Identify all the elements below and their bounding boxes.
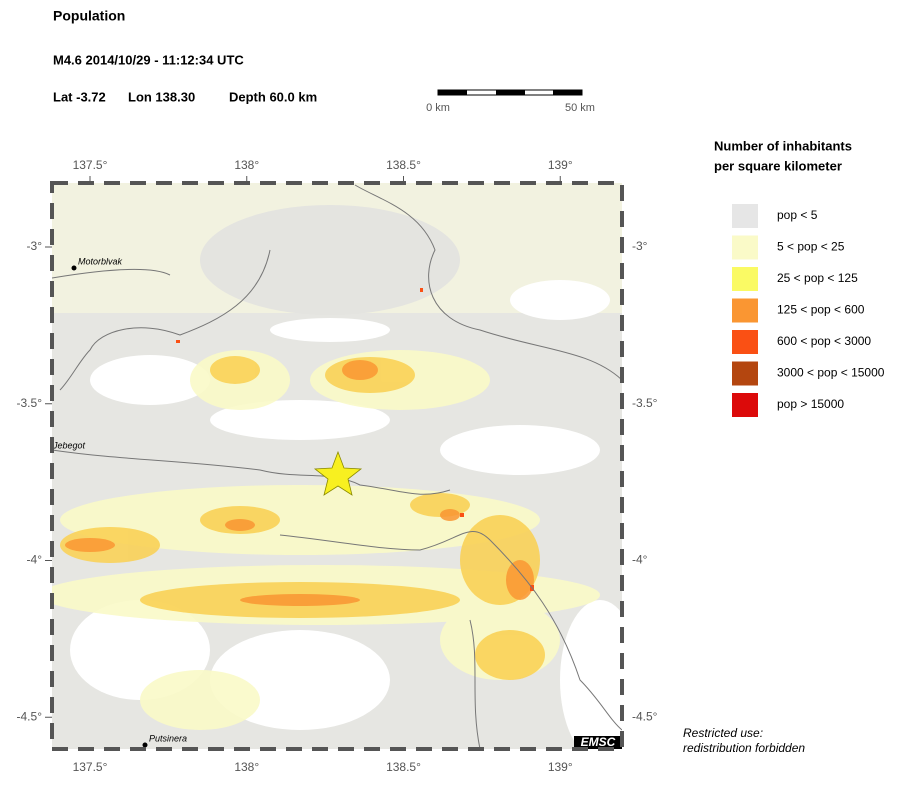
lat: Lat -3.72 (53, 89, 106, 104)
lat-label: -3.5° (17, 396, 43, 410)
lon-label: 138° (234, 158, 259, 172)
legend-swatch (732, 361, 758, 386)
credit: EMSC (581, 735, 616, 749)
legend-swatch (732, 298, 758, 323)
lat-label: -3° (632, 239, 648, 253)
legend-title: Number of inhabitants (714, 138, 852, 153)
legend-swatch (732, 204, 758, 228)
epicenter (313, 450, 363, 496)
lat-label: -3.5° (632, 396, 658, 410)
lat-label: -4° (27, 553, 43, 567)
lat-label: -3° (27, 239, 43, 253)
place: Motorblvak (78, 256, 123, 266)
lon-label: 138.5° (386, 760, 421, 774)
lon-label: 138° (234, 760, 259, 774)
lat-label: -4.5° (632, 709, 658, 723)
footer: Restricted use: (683, 726, 763, 740)
footer: redistribution forbidden (683, 741, 805, 755)
event: M4.6 2014/10/29 - 11:12:34 UTC (53, 52, 244, 67)
legend-label: 600 < pop < 3000 (777, 334, 871, 348)
legend-label: pop > 15000 (777, 397, 844, 411)
lon-label: 139° (548, 760, 573, 774)
title: Population (53, 8, 125, 24)
legend-label: pop < 5 (777, 208, 818, 222)
place: Putsinera (149, 733, 187, 743)
legend-label: 125 < pop < 600 (777, 303, 865, 317)
legend-title: per square kilometer (714, 158, 842, 173)
legend-swatch (732, 267, 758, 291)
scale-bar: 0 km 50 km (426, 89, 595, 114)
lon-label: 137.5° (73, 158, 108, 172)
legend-swatch (732, 235, 758, 260)
map-area: Motorblvak Jebegot Putsinera EMSC (52, 183, 622, 749)
legend-label: 3000 < pop < 15000 (777, 366, 885, 380)
lat-label: -4° (632, 553, 648, 567)
legend-label: 25 < pop < 125 (777, 271, 858, 285)
depth: Depth 60.0 km (229, 89, 317, 104)
legend-label: 5 < pop < 25 (777, 240, 845, 254)
legend-swatch (732, 330, 758, 354)
lon-label: 137.5° (73, 760, 108, 774)
lon: Lon 138.30 (128, 89, 195, 104)
lon-label: 139° (548, 158, 573, 172)
legend-swatch (732, 393, 758, 417)
place: Jebegot (52, 440, 86, 450)
map-frame (50, 181, 624, 751)
lon-label: 138.5° (386, 158, 421, 172)
lat-label: -4.5° (17, 709, 43, 723)
scale-start: 0 km (426, 102, 450, 114)
scale-end: 50 km (565, 102, 595, 114)
